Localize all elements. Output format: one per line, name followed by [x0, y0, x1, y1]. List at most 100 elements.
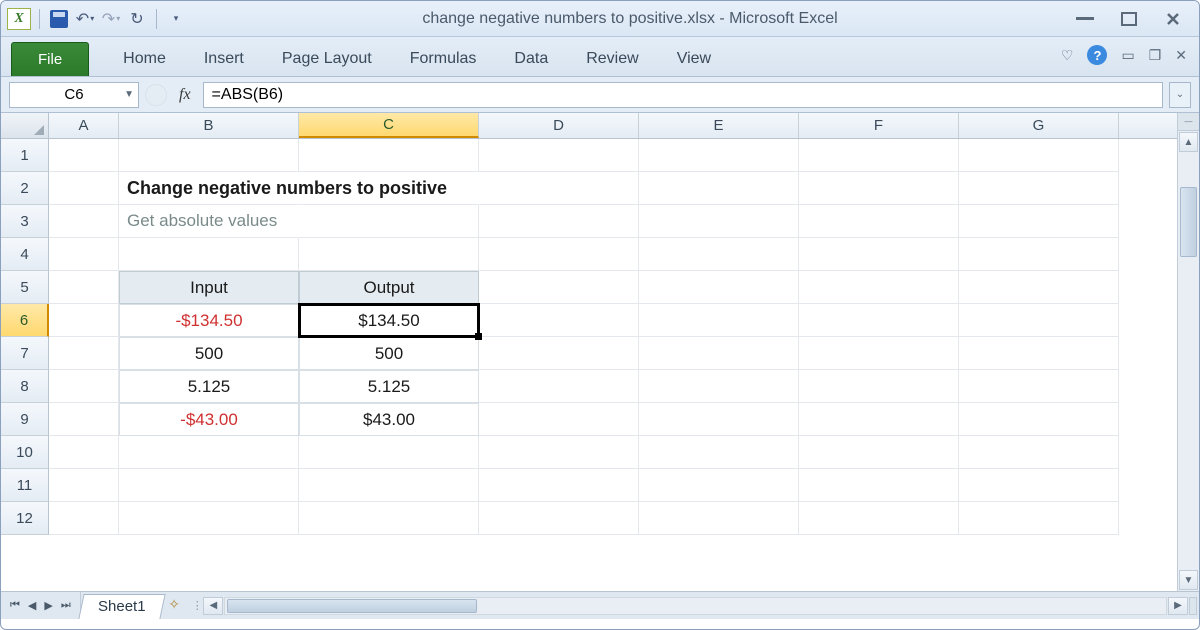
fx-icon[interactable]: fx — [173, 86, 197, 104]
cell[interactable] — [959, 502, 1119, 535]
cell[interactable] — [799, 403, 959, 436]
workbook-minimize-button[interactable]: ▭ — [1121, 47, 1134, 64]
cell[interactable] — [299, 238, 479, 271]
excel-logo-icon[interactable] — [7, 8, 31, 30]
hsplit-handle[interactable] — [1189, 597, 1197, 615]
row-header-4[interactable]: 4 — [1, 238, 49, 271]
cell[interactable] — [639, 337, 799, 370]
cell[interactable] — [299, 205, 479, 238]
name-box-dropdown-icon[interactable]: ▼ — [124, 89, 134, 100]
cell[interactable] — [959, 403, 1119, 436]
refresh-button[interactable]: ↻ — [126, 8, 148, 30]
cell[interactable] — [119, 502, 299, 535]
cell[interactable] — [479, 370, 639, 403]
cell[interactable] — [49, 436, 119, 469]
cell-C6-selected[interactable]: $134.50 — [299, 304, 479, 337]
cell[interactable] — [639, 370, 799, 403]
cell[interactable] — [959, 271, 1119, 304]
cell[interactable] — [49, 337, 119, 370]
cell[interactable] — [639, 271, 799, 304]
tab-home[interactable]: Home — [119, 42, 170, 76]
row-header-11[interactable]: 11 — [1, 469, 49, 502]
cell-C8[interactable]: 5.125 — [299, 370, 479, 403]
row-header-10[interactable]: 10 — [1, 436, 49, 469]
cell[interactable] — [799, 271, 959, 304]
row-header-5[interactable]: 5 — [1, 271, 49, 304]
cell-C9[interactable]: $43.00 — [299, 403, 479, 436]
cell[interactable] — [479, 172, 639, 205]
cell-B9[interactable]: -$43.00 — [119, 403, 299, 436]
cell[interactable] — [49, 238, 119, 271]
col-header-F[interactable]: F — [799, 113, 959, 138]
col-header-C[interactable]: C — [299, 113, 479, 138]
cell[interactable] — [479, 271, 639, 304]
tab-insert[interactable]: Insert — [200, 42, 248, 76]
cell[interactable] — [799, 502, 959, 535]
row-header-3[interactable]: 3 — [1, 205, 49, 238]
cell[interactable] — [639, 436, 799, 469]
cell[interactable] — [639, 238, 799, 271]
hscroll-track[interactable] — [224, 597, 1167, 615]
cell[interactable] — [49, 304, 119, 337]
cell[interactable] — [959, 436, 1119, 469]
scroll-left-button[interactable]: ◀ — [203, 597, 223, 615]
scroll-down-button[interactable]: ▼ — [1179, 570, 1198, 590]
cell[interactable] — [799, 304, 959, 337]
subtitle-cell[interactable]: Get absolute values — [119, 205, 299, 238]
select-all-corner[interactable] — [1, 113, 49, 138]
col-header-G[interactable]: G — [959, 113, 1119, 138]
cell[interactable] — [959, 370, 1119, 403]
redo-button[interactable]: ↷▾ — [100, 8, 122, 30]
sheet-nav-next-icon[interactable]: ▶ — [41, 597, 55, 614]
row-header-7[interactable]: 7 — [1, 337, 49, 370]
cell[interactable] — [49, 139, 119, 172]
close-button[interactable] — [1161, 10, 1185, 28]
cell[interactable] — [959, 205, 1119, 238]
cell[interactable] — [299, 469, 479, 502]
cell[interactable] — [299, 139, 479, 172]
hscroll-thumb[interactable] — [227, 599, 477, 613]
row-header-12[interactable]: 12 — [1, 502, 49, 535]
cell[interactable] — [799, 205, 959, 238]
cell[interactable] — [799, 139, 959, 172]
cell[interactable] — [119, 469, 299, 502]
cell[interactable] — [479, 205, 639, 238]
col-header-D[interactable]: D — [479, 113, 639, 138]
help-icon[interactable]: ? — [1087, 45, 1107, 65]
vscroll-track[interactable] — [1178, 153, 1199, 569]
tab-formulas[interactable]: Formulas — [406, 42, 481, 76]
customize-qat-button[interactable]: ▾ — [165, 8, 187, 30]
title-cell[interactable]: Change negative numbers to positive — [119, 172, 299, 205]
cell[interactable] — [959, 304, 1119, 337]
cell[interactable] — [959, 139, 1119, 172]
tab-page-layout[interactable]: Page Layout — [278, 42, 376, 76]
cell[interactable] — [119, 139, 299, 172]
vscroll-thumb[interactable] — [1180, 187, 1197, 257]
vertical-scrollbar[interactable]: — ▲ ▼ — [1177, 113, 1199, 591]
row-header-2[interactable]: 2 — [1, 172, 49, 205]
cell[interactable] — [639, 469, 799, 502]
tab-view[interactable]: View — [673, 42, 715, 76]
cell[interactable] — [49, 172, 119, 205]
cell-B7[interactable]: 500 — [119, 337, 299, 370]
cell[interactable] — [799, 469, 959, 502]
cell-B8[interactable]: 5.125 — [119, 370, 299, 403]
cell[interactable] — [639, 172, 799, 205]
undo-button[interactable]: ↶▾ — [74, 8, 96, 30]
row-header-1[interactable]: 1 — [1, 139, 49, 172]
cell[interactable] — [479, 403, 639, 436]
cell[interactable] — [639, 304, 799, 337]
cell[interactable] — [639, 205, 799, 238]
cell[interactable] — [479, 304, 639, 337]
minimize-button[interactable] — [1073, 10, 1097, 28]
cell[interactable] — [959, 172, 1119, 205]
cell[interactable] — [959, 337, 1119, 370]
workbook-restore-button[interactable]: ❐ — [1149, 47, 1162, 64]
table-header-input[interactable]: Input — [119, 271, 299, 304]
cell[interactable] — [639, 139, 799, 172]
maximize-button[interactable] — [1117, 10, 1141, 28]
expand-formula-bar-button[interactable]: ⌄ — [1169, 82, 1191, 108]
save-button[interactable] — [48, 8, 70, 30]
cell[interactable] — [49, 469, 119, 502]
cell[interactable] — [959, 469, 1119, 502]
